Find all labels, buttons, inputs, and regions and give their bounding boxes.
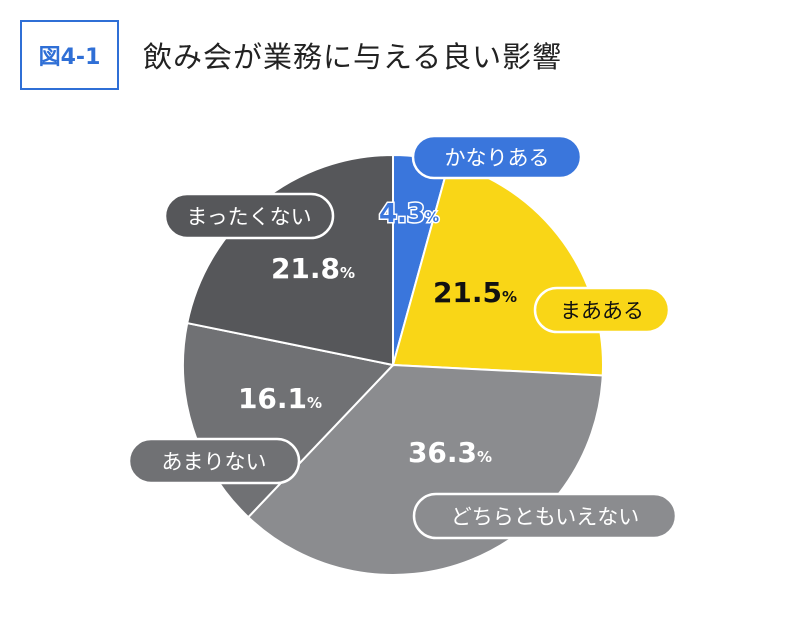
slice-value-label-4: 16.1% <box>238 382 322 415</box>
svg-text:まったくない: まったくない <box>186 205 311 229</box>
svg-text:かなりある: かなりある <box>445 146 550 170</box>
svg-text:どちらともいえない: どちらともいえない <box>451 505 640 529</box>
slice-value-label-2: 21.5% <box>433 276 517 309</box>
slice-value-label-3: 36.3% <box>408 436 492 469</box>
svg-text:まあある: まあある <box>560 299 644 323</box>
category-label-4: あまりない <box>127 437 301 485</box>
figure-number: 図4-1 <box>38 45 101 70</box>
slice-value-label-1: 4.3% <box>379 199 439 229</box>
category-label-5: まったくない <box>163 192 335 240</box>
slice-value-label-5: 21.8% <box>271 252 355 285</box>
chart-title: 飲み会が業務に与える良い影響 <box>143 40 563 74</box>
category-label-1: かなりある <box>411 134 583 180</box>
figure-number-badge: 図4-1 <box>20 20 119 90</box>
category-label-3: どちらともいえない <box>412 492 678 540</box>
svg-text:あまりない: あまりない <box>162 450 267 474</box>
category-label-2: まあある <box>533 286 671 334</box>
